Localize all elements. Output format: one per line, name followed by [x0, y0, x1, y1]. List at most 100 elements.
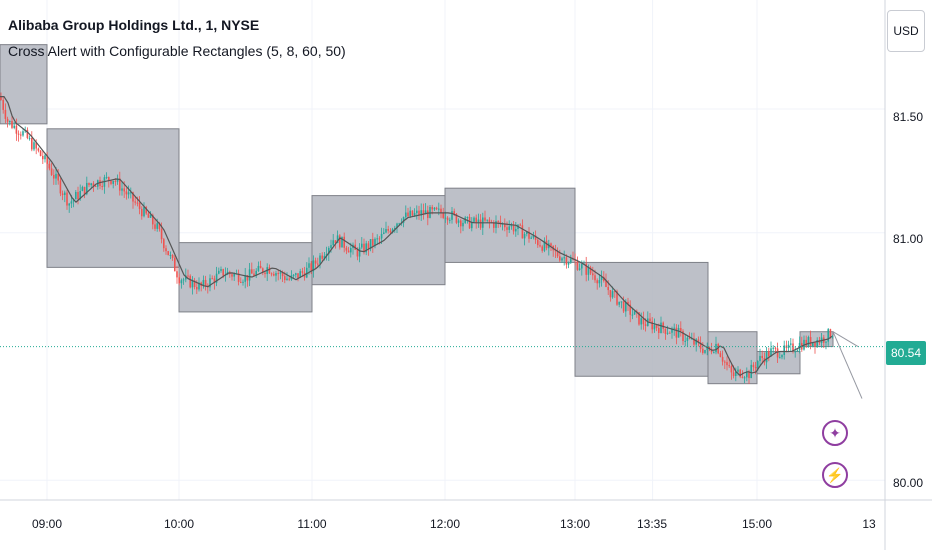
candle-body: [55, 173, 57, 179]
candle-body: [347, 250, 350, 253]
time-tick: 11:00: [297, 517, 327, 531]
candle-body: [442, 213, 444, 218]
candle-body: [706, 346, 708, 350]
candle-body: [374, 238, 376, 246]
candle-body: [768, 351, 770, 357]
candle-body: [138, 202, 141, 209]
candle-body: [86, 182, 88, 195]
candle-body: [130, 192, 132, 194]
candle-body: [39, 150, 42, 156]
candle-body: [143, 207, 145, 217]
candle-body: [257, 265, 260, 271]
candle-body: [308, 263, 310, 268]
candle-body: [422, 210, 425, 215]
candle-body: [202, 279, 205, 287]
study-title[interactable]: Cross Alert with Configurable Rectangles…: [8, 43, 346, 59]
candle-body: [136, 202, 139, 204]
candle-body: [387, 229, 389, 231]
candle-body: [92, 183, 95, 187]
candle-body: [750, 364, 752, 379]
candle-body: [699, 342, 702, 349]
price-tick: 81.00: [893, 232, 924, 246]
candle-body: [222, 269, 224, 276]
candle-body: [334, 240, 337, 244]
candle-body: [277, 273, 279, 275]
candle-body: [451, 211, 453, 220]
candle-body: [693, 338, 695, 345]
candle-body: [127, 192, 130, 195]
candle-body: [167, 251, 169, 256]
candle-body: [396, 223, 398, 228]
candle-body: [787, 344, 790, 349]
candle-body: [83, 186, 86, 195]
candle-body: [543, 240, 546, 251]
candle-body: [508, 226, 510, 230]
lightning-icon[interactable]: ⚡: [822, 462, 848, 488]
candle-body: [286, 278, 288, 280]
candle-body: [42, 155, 44, 160]
candle-body: [770, 348, 772, 357]
last-price-label: 80.54: [886, 341, 926, 365]
price-tick: 80.00: [893, 476, 924, 490]
candle-body: [121, 188, 123, 191]
candle-body: [218, 270, 220, 274]
candle-body: [477, 219, 480, 223]
candle-body: [638, 312, 640, 325]
candle-body: [526, 231, 528, 235]
candle-body: [796, 350, 799, 352]
candle-body: [94, 186, 97, 188]
range-rectangle: [311, 195, 446, 286]
candle-body: [356, 249, 359, 257]
candle-body: [288, 278, 290, 280]
candle-body: [741, 376, 744, 378]
candle-body: [592, 273, 594, 276]
candle-body: [695, 339, 697, 345]
candle-body: [189, 275, 191, 288]
candle-body: [541, 246, 543, 251]
symbol-title[interactable]: Alibaba Group Holdings Ltd., 1, NYSE: [8, 17, 260, 33]
candle-body: [486, 219, 488, 221]
candle-body: [420, 210, 422, 216]
candle-body: [559, 256, 561, 261]
candle-body: [336, 235, 339, 244]
candle-body: [28, 138, 31, 140]
currency-button[interactable]: USD: [887, 10, 925, 52]
candle-body: [779, 357, 781, 359]
candle-body: [581, 264, 583, 269]
candle-body: [721, 356, 724, 362]
candle-body: [209, 278, 211, 288]
candle-body: [171, 254, 174, 258]
candle-body: [156, 223, 158, 229]
candle-body: [688, 337, 691, 339]
candle-body: [446, 217, 449, 221]
candle-body: [616, 291, 618, 305]
candle-body: [781, 354, 783, 358]
candle-body: [614, 291, 616, 293]
candle-body: [0, 96, 2, 100]
candle-body: [794, 351, 796, 353]
candle-body: [345, 247, 348, 251]
candle-body: [684, 340, 686, 342]
candle-body: [814, 342, 816, 347]
candle-body: [61, 193, 64, 196]
candle-body: [4, 109, 7, 119]
candle-body: [105, 177, 108, 179]
candle-body: [746, 371, 748, 378]
candle-body: [125, 191, 128, 195]
candle-body: [829, 329, 832, 338]
candle-body: [743, 377, 746, 379]
candle-body: [158, 223, 161, 230]
candle-body: [724, 361, 726, 363]
candle-body: [578, 268, 581, 270]
candle-body: [343, 236, 345, 248]
candle-body: [380, 233, 383, 239]
candle-body: [512, 224, 515, 232]
candle-body: [515, 228, 517, 232]
candle-body: [812, 342, 814, 346]
candle-body: [640, 318, 642, 325]
candle-body: [255, 270, 257, 276]
sparkle-icon[interactable]: ✦: [822, 420, 848, 446]
candle-body: [466, 216, 469, 218]
candle-body: [435, 207, 438, 210]
